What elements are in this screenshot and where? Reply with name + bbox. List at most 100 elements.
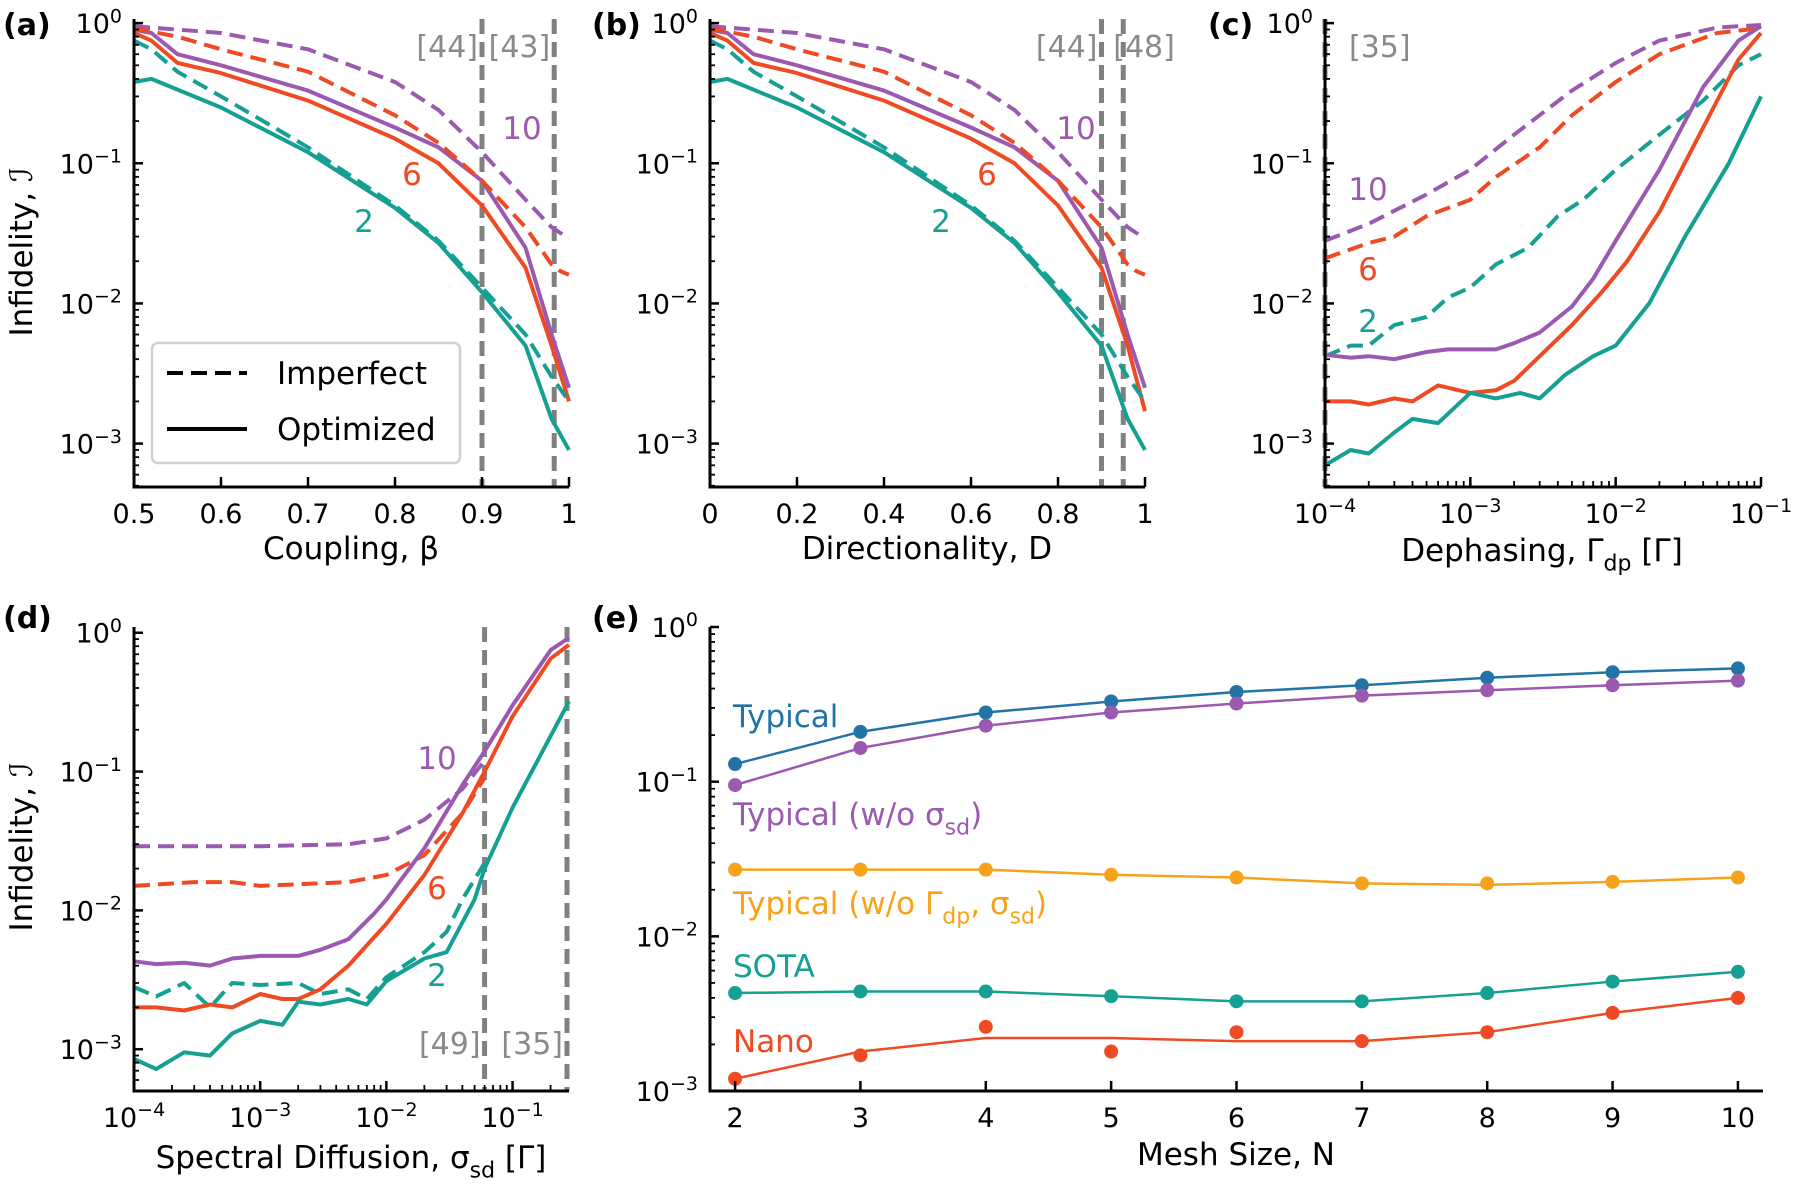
curve-N6-imperfect — [133, 26, 570, 277]
series-label: Typical (w/o σsd) — [732, 797, 982, 840]
curve-N10-optimized — [709, 27, 1147, 389]
y-axis-label: Infidelity, ℐ — [4, 762, 40, 931]
curve-N2-optimized — [709, 76, 1147, 451]
curve-N6-imperfect — [1324, 26, 1762, 261]
curve-label: 10 — [417, 741, 456, 777]
y-tick-label: 10−3 — [60, 426, 122, 461]
data-point — [1229, 870, 1244, 885]
curve-N2-imperfect — [1324, 52, 1762, 359]
y-tick-label: 10−2 — [60, 286, 122, 321]
y-tick-label: 10−3 — [60, 1031, 122, 1066]
data-point — [1730, 964, 1745, 979]
data-point — [978, 984, 993, 999]
series-label: Typical — [732, 699, 838, 735]
curve-N6-optimized — [134, 643, 571, 1013]
axes-spine — [708, 19, 1145, 489]
data-point — [1480, 1025, 1495, 1040]
curve-N10-imperfect — [709, 24, 1147, 241]
x-axis-label: Spectral Diffusion, σsd [Γ] — [156, 1140, 547, 1183]
y-tick-label: 100 — [1267, 5, 1313, 40]
x-tick-label: 9 — [1604, 1103, 1621, 1134]
data-point — [1104, 989, 1119, 1004]
curve-N2-imperfect — [709, 38, 1147, 403]
legend-label: Optimized — [277, 412, 436, 448]
reference-label: [43] — [489, 30, 551, 65]
curve-label: 10 — [502, 111, 541, 147]
x-tick-label: 3 — [852, 1103, 869, 1134]
curve-label: 6 — [402, 157, 422, 193]
reference-label: [35] — [1349, 30, 1411, 65]
curve-label: 6 — [1358, 252, 1378, 288]
x-tick-label: 10−3 — [1439, 495, 1501, 530]
data-point — [1354, 1034, 1369, 1049]
data-point — [853, 862, 868, 877]
y-tick-label: 10−3 — [636, 1073, 698, 1108]
data-point — [853, 1048, 868, 1063]
x-tick-label: 10−1 — [1730, 495, 1792, 530]
curve-label: 10 — [1056, 111, 1095, 147]
x-tick-label: 0.6 — [200, 499, 243, 530]
x-tick-label: 0.8 — [1037, 499, 1080, 530]
curve-N10-imperfect — [1324, 23, 1762, 243]
data-point — [853, 741, 868, 756]
panel-a: (a) [44] [43] 10 62 100 10−1 10−2 10−3 0.5 0.6 0.7 0… — [3, 5, 578, 567]
series-label: SOTA — [733, 949, 815, 985]
curve-label: 2 — [354, 204, 374, 240]
data-point — [728, 1071, 743, 1086]
y-tick-label: 10−1 — [636, 145, 698, 180]
x-tick-label: 0.8 — [374, 499, 417, 530]
x-tick-label: 0.6 — [950, 499, 993, 530]
x-tick-label: 0.7 — [287, 499, 330, 530]
curve-N10-imperfect — [133, 24, 571, 241]
x-axis-label: Directionality, D — [802, 531, 1052, 567]
data-point — [1730, 870, 1745, 885]
x-axis-label: Dephasing, Γdp [Γ] — [1401, 533, 1683, 576]
panel-letter: (e) — [592, 601, 640, 636]
panel-d: (d) [49] [35] 10 6 2 100 10−1 10−2 10−3 10−4 10−3 10… — [3, 601, 571, 1183]
data-point — [1480, 986, 1495, 1001]
panel-letter: (d) — [3, 601, 52, 636]
panel-e: (e) Typical Typical (w/o σsd) Typical (w/o … — [592, 601, 1763, 1173]
x-tick-label: 10−2 — [355, 1099, 417, 1134]
panel-letter: (b) — [592, 8, 641, 43]
axes-spine — [1323, 19, 1761, 489]
curve-label: 2 — [931, 204, 951, 240]
data-point — [728, 862, 743, 877]
reference-label: [49] — [419, 1027, 481, 1062]
y-tick-label: 10−2 — [60, 893, 122, 928]
series-label: Typical (w/o Γdp, σsd) — [732, 886, 1047, 929]
data-point — [1605, 678, 1620, 693]
axes-spine — [132, 627, 569, 1093]
reference-label: [44] — [416, 30, 478, 65]
panel-letter: (a) — [3, 8, 51, 43]
curve-label: 2 — [1358, 304, 1378, 340]
x-tick-label: 10−4 — [103, 1099, 165, 1134]
y-tick-label: 10−2 — [1251, 286, 1313, 321]
data-point — [728, 986, 743, 1001]
panel-letter: (c) — [1208, 8, 1253, 43]
series-label: Nano — [733, 1024, 814, 1060]
x-tick-label: 0.9 — [461, 499, 504, 530]
reference-label: [48] — [1113, 30, 1175, 65]
data-point — [1104, 1044, 1119, 1059]
series-typical-w-o-dp-sd-: Typical (w/o Γdp, σsd) — [728, 862, 1745, 929]
data-point — [1730, 661, 1745, 676]
data-point — [728, 757, 743, 772]
y-tick-label: 10−3 — [636, 426, 698, 461]
data-point — [728, 778, 743, 793]
data-point — [1104, 694, 1119, 709]
series-line — [734, 996, 1739, 1080]
y-tick-label: 100 — [652, 609, 698, 644]
data-point — [1104, 705, 1119, 720]
y-tick-label: 10−2 — [636, 286, 698, 321]
curve-label: 10 — [1348, 172, 1387, 208]
data-point — [1354, 678, 1369, 693]
data-point — [1605, 974, 1620, 989]
data-point — [1229, 696, 1244, 711]
curve-N6-imperfect — [133, 776, 487, 888]
data-point — [978, 705, 993, 720]
x-tick-label: 1 — [1136, 499, 1153, 530]
curve-N6-imperfect — [709, 26, 1146, 277]
curve-N2-optimized — [1323, 95, 1763, 468]
